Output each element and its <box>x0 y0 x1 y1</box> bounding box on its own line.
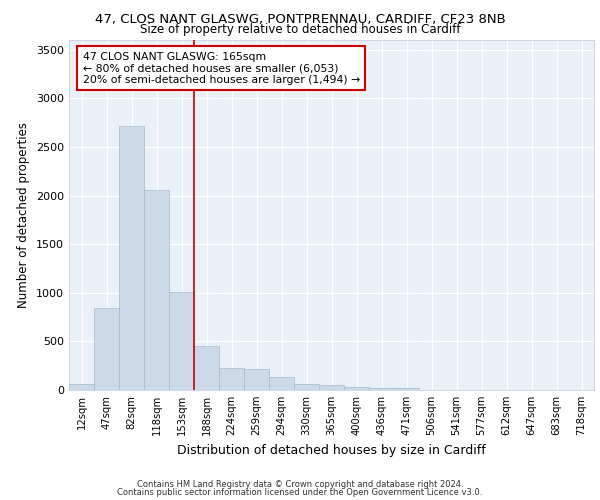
Bar <box>319 384 344 390</box>
Y-axis label: Number of detached properties: Number of detached properties <box>17 122 31 308</box>
Text: 47, CLOS NANT GLASWG, PONTPRENNAU, CARDIFF, CF23 8NB: 47, CLOS NANT GLASWG, PONTPRENNAU, CARDI… <box>95 12 505 26</box>
Text: 47 CLOS NANT GLASWG: 165sqm
← 80% of detached houses are smaller (6,053)
20% of : 47 CLOS NANT GLASWG: 165sqm ← 80% of det… <box>83 52 360 85</box>
Bar <box>244 368 269 390</box>
Bar <box>369 388 394 390</box>
Text: Size of property relative to detached houses in Cardiff: Size of property relative to detached ho… <box>140 22 460 36</box>
Bar <box>94 308 119 390</box>
Bar <box>394 388 419 390</box>
Bar <box>344 386 369 390</box>
Bar <box>269 378 294 390</box>
Text: Contains public sector information licensed under the Open Government Licence v3: Contains public sector information licen… <box>118 488 482 497</box>
Bar <box>144 190 169 390</box>
Bar <box>69 384 94 390</box>
X-axis label: Distribution of detached houses by size in Cardiff: Distribution of detached houses by size … <box>177 444 486 456</box>
Bar <box>219 368 244 390</box>
Bar <box>169 292 194 390</box>
Bar <box>119 126 144 390</box>
Text: Contains HM Land Registry data © Crown copyright and database right 2024.: Contains HM Land Registry data © Crown c… <box>137 480 463 489</box>
Bar <box>194 346 219 390</box>
Bar <box>294 384 319 390</box>
